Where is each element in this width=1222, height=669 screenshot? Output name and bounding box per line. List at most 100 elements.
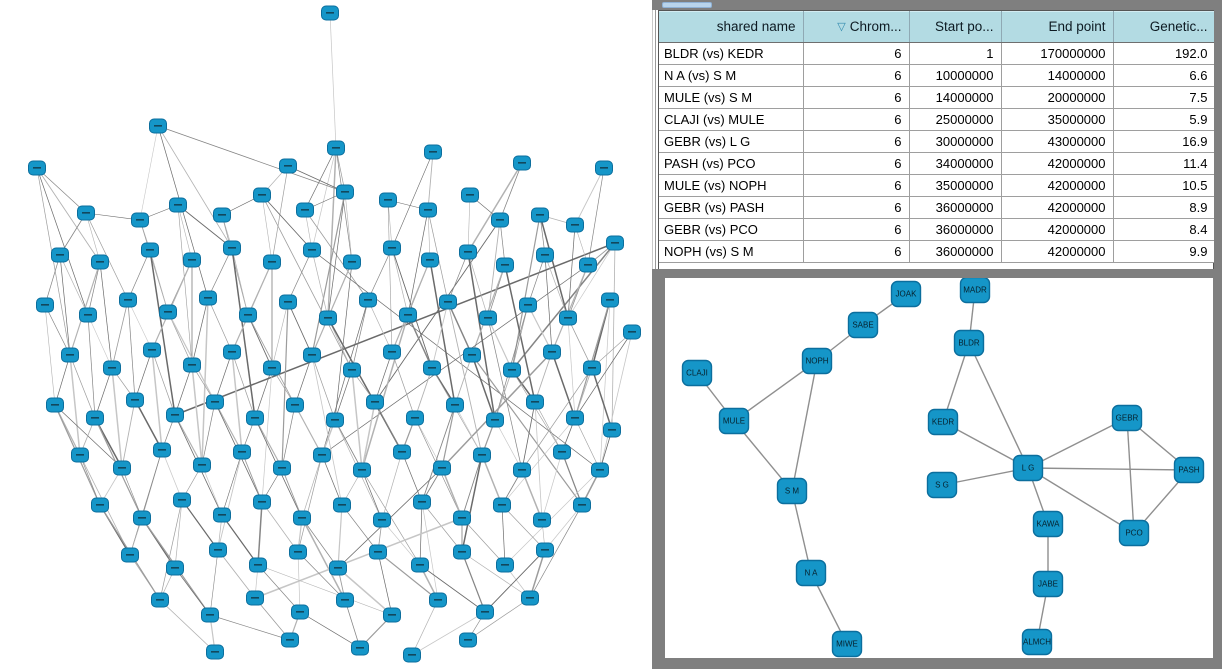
table-row[interactable]: N A (vs) S M 6 10000000 14000000 6.6: [659, 64, 1216, 87]
cell-chromosome[interactable]: 6: [803, 196, 910, 219]
subnetwork-node-shape[interactable]: [1021, 628, 1053, 656]
network-node[interactable]: [603, 422, 621, 438]
network-node[interactable]: [573, 497, 591, 513]
cell-chromosome[interactable]: 6: [803, 218, 910, 241]
subnetwork-node[interactable]: KEDR: [927, 408, 959, 436]
network-node[interactable]: [419, 202, 437, 218]
cell-genetic[interactable]: 6.6: [1113, 64, 1216, 87]
cell-start[interactable]: 36000000: [909, 196, 1002, 219]
network-node[interactable]: [131, 212, 149, 228]
network-node[interactable]: [393, 444, 411, 460]
subnetwork-node[interactable]: JOAK: [890, 280, 922, 308]
subnetwork-node-shape[interactable]: [1118, 519, 1150, 547]
cell-end[interactable]: 42000000: [1001, 152, 1114, 175]
network-node[interactable]: [623, 324, 641, 340]
network-node[interactable]: [28, 160, 46, 176]
network-node[interactable]: [521, 590, 539, 606]
network-node[interactable]: [79, 307, 97, 323]
cell-end[interactable]: 42000000: [1001, 218, 1114, 241]
cell-end[interactable]: 43000000: [1001, 130, 1114, 153]
network-node[interactable]: [121, 547, 139, 563]
cell-start[interactable]: 35000000: [909, 174, 1002, 197]
network-node[interactable]: [353, 462, 371, 478]
network-node[interactable]: [327, 140, 345, 156]
cell-genetic[interactable]: 11.4: [1113, 152, 1216, 175]
network-node[interactable]: [453, 544, 471, 560]
table-right-scroll-band[interactable]: [1214, 10, 1222, 270]
subnetwork-node-shape[interactable]: [801, 347, 833, 375]
subnetwork-node-shape[interactable]: [1012, 454, 1044, 482]
network-node[interactable]: [533, 512, 551, 528]
subnetwork-node[interactable]: S M: [776, 477, 808, 505]
network-node[interactable]: [336, 592, 354, 608]
network-node[interactable]: [383, 240, 401, 256]
column-header-genetic[interactable]: Genetic...: [1113, 11, 1216, 43]
network-node[interactable]: [233, 444, 251, 460]
network-node[interactable]: [479, 310, 497, 326]
network-node[interactable]: [536, 542, 554, 558]
cell-shared-name[interactable]: MULE (vs) S M: [659, 86, 804, 109]
cell-shared-name[interactable]: GEBR (vs) PASH: [659, 196, 804, 219]
network-node[interactable]: [313, 447, 331, 463]
column-header-shared-name[interactable]: shared name: [659, 11, 804, 43]
network-node[interactable]: [496, 557, 514, 573]
cell-shared-name[interactable]: GEBR (vs) PCO: [659, 218, 804, 241]
cell-genetic[interactable]: 10.5: [1113, 174, 1216, 197]
subnetwork-node[interactable]: KAWA: [1032, 510, 1064, 538]
network-node[interactable]: [336, 184, 354, 200]
network-node[interactable]: [286, 397, 304, 413]
network-node[interactable]: [343, 254, 361, 270]
network-node[interactable]: [263, 360, 281, 376]
network-node[interactable]: [151, 592, 169, 608]
subnetwork-node[interactable]: CLAJI: [681, 359, 713, 387]
column-header-start-position[interactable]: Start po...: [909, 11, 1002, 43]
network-node[interactable]: [103, 360, 121, 376]
cell-shared-name[interactable]: NOPH (vs) S M: [659, 240, 804, 263]
network-node[interactable]: [119, 292, 137, 308]
network-node[interactable]: [366, 394, 384, 410]
subnetwork-node[interactable]: JABE: [1032, 570, 1064, 598]
subnetwork-node[interactable]: PCO: [1118, 519, 1150, 547]
network-node[interactable]: [513, 155, 531, 171]
table-row[interactable]: GEBR (vs) L G 6 30000000 43000000 16.9: [659, 130, 1216, 153]
cell-end[interactable]: 42000000: [1001, 240, 1114, 263]
network-node[interactable]: [173, 492, 191, 508]
cell-shared-name[interactable]: GEBR (vs) L G: [659, 130, 804, 153]
network-node[interactable]: [421, 252, 439, 268]
overview-network-canvas[interactable]: [0, 0, 652, 669]
network-node[interactable]: [446, 397, 464, 413]
network-node[interactable]: [513, 462, 531, 478]
network-node[interactable]: [543, 344, 561, 360]
network-node[interactable]: [566, 410, 584, 426]
cell-start[interactable]: 25000000: [909, 108, 1002, 131]
column-header-chromosome[interactable]: ▽ Chrom...: [803, 11, 910, 43]
table-row[interactable]: GEBR (vs) PCO 6 36000000 42000000 8.4: [659, 218, 1216, 241]
network-node[interactable]: [273, 460, 291, 476]
cell-chromosome[interactable]: 6: [803, 174, 910, 197]
network-node[interactable]: [169, 197, 187, 213]
subnetwork-node-shape[interactable]: [795, 559, 827, 587]
column-header-end-point[interactable]: End point: [1001, 11, 1114, 43]
subnetwork-node[interactable]: S G: [926, 471, 958, 499]
network-node[interactable]: [143, 342, 161, 358]
cell-start[interactable]: 14000000: [909, 86, 1002, 109]
network-node[interactable]: [213, 207, 231, 223]
network-node[interactable]: [279, 158, 297, 174]
subnetwork-node-shape[interactable]: [1173, 456, 1205, 484]
network-node[interactable]: [246, 410, 264, 426]
cell-shared-name[interactable]: PASH (vs) PCO: [659, 152, 804, 175]
network-node[interactable]: [159, 304, 177, 320]
network-node[interactable]: [201, 607, 219, 623]
network-node[interactable]: [411, 557, 429, 573]
network-node[interactable]: [453, 510, 471, 526]
network-node[interactable]: [209, 542, 227, 558]
network-node[interactable]: [423, 360, 441, 376]
filter-icon[interactable]: ▽: [837, 20, 846, 33]
network-node[interactable]: [351, 640, 369, 656]
subnetwork-node-shape[interactable]: [847, 311, 879, 339]
network-node[interactable]: [369, 544, 387, 560]
network-node[interactable]: [591, 462, 609, 478]
network-node[interactable]: [399, 307, 417, 323]
network-node[interactable]: [491, 212, 509, 228]
network-node[interactable]: [531, 207, 549, 223]
